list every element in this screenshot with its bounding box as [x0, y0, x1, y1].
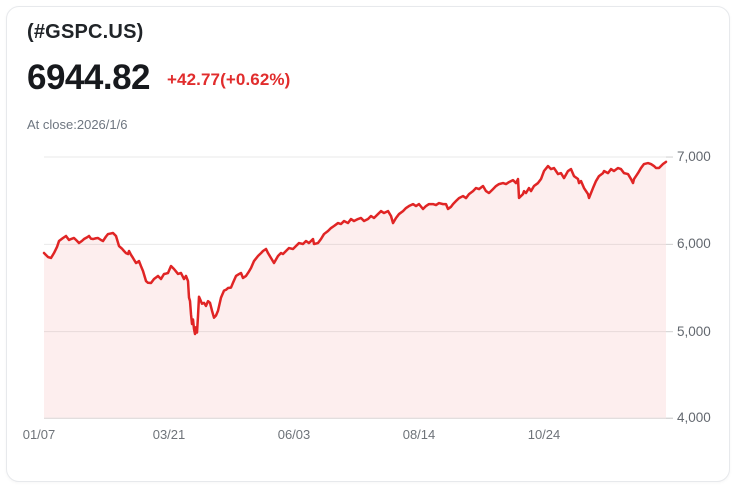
y-axis-label: 5,000 — [677, 323, 711, 339]
x-axis-label: 01/07 — [22, 427, 56, 442]
x-axis-label: 08/14 — [402, 427, 436, 442]
price-chart[interactable]: 7,000 6,000 5,000 4,000 01/07 03/21 06/03 08/1… — [23, 147, 711, 467]
x-axis-label: 10/24 — [527, 427, 561, 442]
close-timestamp: At close:2026/1/6 — [27, 117, 128, 132]
price-change: +42.77(+0.62%) — [167, 70, 291, 89]
price-line — [42, 160, 668, 336]
y-axis-ticks — [666, 156, 673, 419]
area-fill — [44, 161, 666, 419]
symbol-title: (#GSPC.US) — [27, 21, 144, 43]
x-axis-label: 06/03 — [277, 427, 311, 442]
y-axis-label: 7,000 — [677, 149, 711, 165]
x-axis-label: 03/21 — [152, 427, 186, 442]
area-chart-canvas[interactable] — [42, 147, 680, 419]
y-axis-label: 4,000 — [677, 410, 711, 426]
y-axis-label: 6,000 — [677, 236, 711, 252]
gridlines — [44, 156, 666, 333]
quote-card: (#GSPC.US) 6944.82 +42.77(+0.62%) At clo… — [6, 6, 730, 482]
price-row: 6944.82 +42.77(+0.62%) — [27, 58, 290, 98]
last-price: 6944.82 — [27, 58, 151, 97]
